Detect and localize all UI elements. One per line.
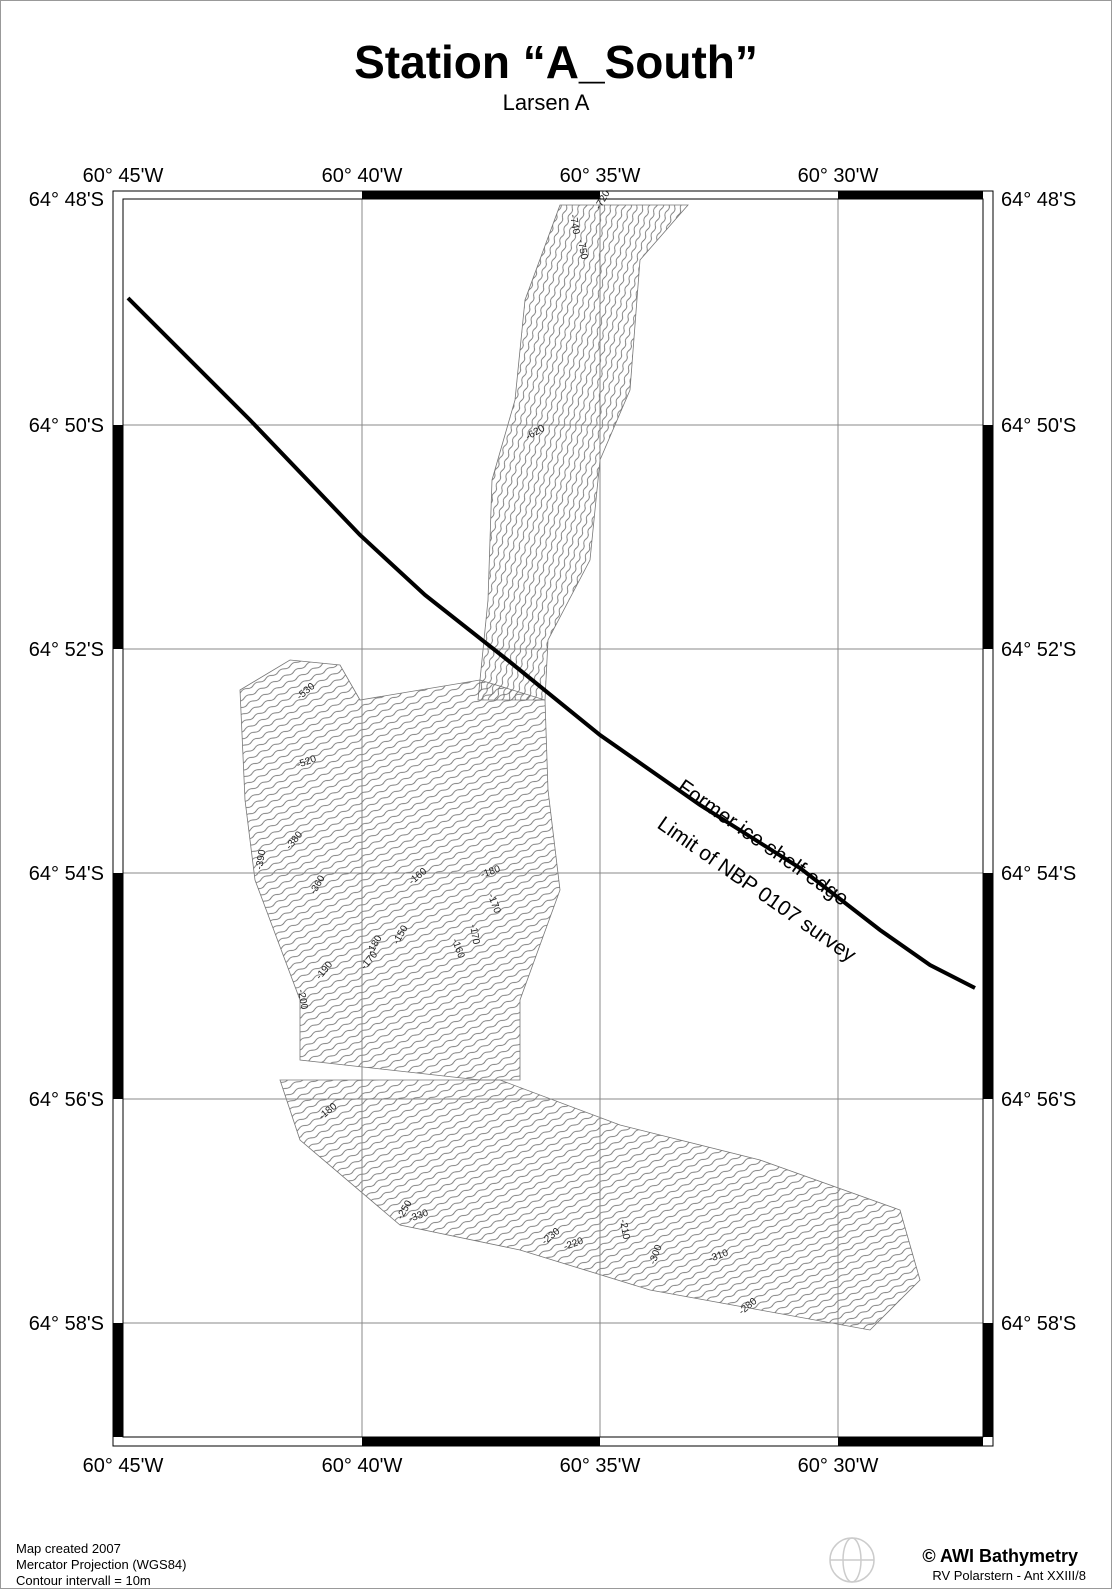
latitude-label: 64° 56'S — [29, 1089, 104, 1111]
longitude-label: 60° 30'W — [798, 1455, 879, 1477]
footer-text: Map created 2007 — [16, 1541, 121, 1556]
contour-label: -170 — [467, 924, 481, 946]
latitude-label: 64° 52'S — [1001, 639, 1076, 661]
survey-area-middle — [239, 659, 561, 1081]
survey-area-north — [477, 204, 689, 701]
footer-text: Mercator Projection (WGS84) — [16, 1557, 187, 1572]
latitude-label: 64° 48'S — [1001, 189, 1076, 211]
latitude-label: 64° 50'S — [1001, 415, 1076, 437]
latitude-label: 64° 54'S — [1001, 863, 1076, 885]
longitude-label: 60° 45'W — [83, 165, 164, 187]
contour-label: -740 — [567, 214, 581, 236]
latitude-label: 64° 54'S — [29, 863, 104, 885]
longitude-label: 60° 30'W — [798, 165, 879, 187]
longitude-label: 60° 35'W — [560, 1455, 641, 1477]
latitude-label: 64° 50'S — [29, 415, 104, 437]
latitude-label: 64° 56'S — [1001, 1089, 1076, 1111]
logo — [829, 1537, 875, 1583]
title: Station “A_South” — [354, 36, 758, 88]
credit: © AWI Bathymetry — [922, 1546, 1078, 1566]
ice-shelf-edge — [126, 296, 976, 990]
contour-label: -210 — [617, 1219, 631, 1241]
credit-sub: RV Polarstern - Ant XXIII/8 — [932, 1568, 1086, 1583]
longitude-label: 60° 45'W — [83, 1455, 164, 1477]
longitude-label: 60° 40'W — [322, 1455, 403, 1477]
contour-label: -390 — [254, 848, 268, 870]
latitude-label: 64° 58'S — [29, 1313, 104, 1335]
latitude-label: 64° 48'S — [29, 189, 104, 211]
latitude-label: 64° 58'S — [1001, 1313, 1076, 1335]
longitude-label: 60° 40'W — [322, 165, 403, 187]
graticule — [123, 199, 983, 1437]
footer-text: Contour intervall = 10m — [16, 1573, 151, 1588]
bathymetry — [239, 204, 921, 1331]
longitude-label: 60° 35'W — [560, 165, 641, 187]
contour-label: -200 — [295, 989, 309, 1011]
frame — [112, 190, 994, 1447]
contour-label: -750 — [575, 239, 589, 261]
subtitle: Larsen A — [503, 90, 590, 115]
latitude-label: 64° 52'S — [29, 639, 104, 661]
